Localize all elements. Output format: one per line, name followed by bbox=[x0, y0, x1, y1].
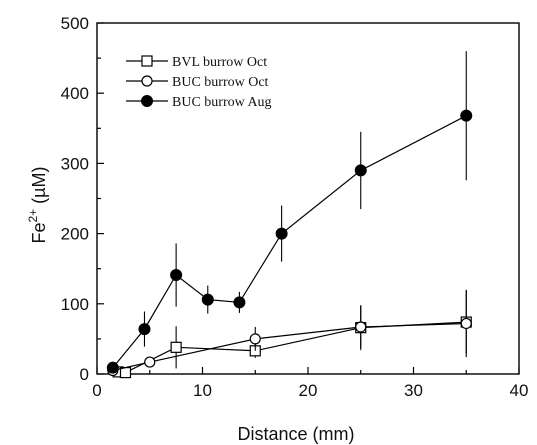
legend-label: BUC burrow Oct bbox=[172, 75, 269, 90]
x-tick-label: 20 bbox=[299, 381, 318, 400]
legend-entry: BVL burrow Oct bbox=[126, 55, 267, 70]
series-2 bbox=[106, 51, 473, 374]
y-tick-label: 200 bbox=[61, 225, 89, 244]
y-axis-title: Fe2+ (µM) bbox=[26, 166, 49, 243]
data-point bbox=[144, 356, 156, 368]
y-tick-label: 500 bbox=[61, 14, 89, 33]
data-point bbox=[249, 333, 261, 345]
legend-entry: BUC burrow Oct bbox=[126, 75, 269, 90]
data-point bbox=[138, 323, 151, 336]
y-tick-label: 400 bbox=[61, 84, 89, 103]
data-point bbox=[355, 321, 367, 333]
data-point bbox=[119, 366, 132, 379]
data-point bbox=[170, 341, 182, 353]
data-point bbox=[106, 361, 119, 374]
legend-marker bbox=[141, 55, 153, 67]
y-tick-label: 300 bbox=[61, 154, 89, 173]
y-tick-label: 0 bbox=[80, 365, 89, 384]
y-tick-label: 100 bbox=[61, 295, 89, 314]
y-axis-title-superscript: 2+ bbox=[26, 209, 40, 223]
plot-area-border bbox=[96, 22, 520, 375]
legend-marker bbox=[141, 75, 153, 87]
y-axis-title-base: Fe bbox=[29, 223, 49, 244]
series-1 bbox=[107, 289, 472, 377]
y-axis-ticks: 0 100 200 300 400 500 bbox=[61, 14, 104, 384]
series-line bbox=[118, 321, 467, 374]
legend-marker bbox=[141, 95, 153, 107]
series-layer bbox=[106, 51, 473, 379]
series-line bbox=[112, 322, 467, 372]
x-tick-label: 30 bbox=[404, 381, 423, 400]
x-axis-title: Distance (mm) bbox=[237, 424, 354, 444]
data-point bbox=[170, 269, 183, 282]
data-point bbox=[460, 317, 472, 330]
series-line bbox=[112, 115, 467, 369]
data-point bbox=[460, 109, 473, 122]
x-tick-label: 40 bbox=[510, 381, 529, 400]
x-tick-label: 0 bbox=[92, 381, 101, 400]
legend-entry: BUC burrow Aug bbox=[126, 95, 272, 110]
plot-frame bbox=[96, 22, 520, 375]
legend: BVL burrow Oct BUC burrow Oct BUC burrow A… bbox=[126, 55, 272, 110]
data-point bbox=[354, 164, 367, 177]
data-point bbox=[233, 296, 246, 309]
series-0 bbox=[112, 290, 472, 379]
data-point bbox=[275, 227, 288, 240]
x-tick-label: 10 bbox=[193, 381, 212, 400]
x-axis-ticks: 0 10 20 30 40 bbox=[92, 367, 528, 400]
legend-label: BVL burrow Oct bbox=[172, 55, 267, 70]
data-point bbox=[201, 293, 214, 306]
y-axis-title-rest: (µM) bbox=[29, 166, 49, 208]
legend-label: BUC burrow Aug bbox=[172, 95, 272, 110]
